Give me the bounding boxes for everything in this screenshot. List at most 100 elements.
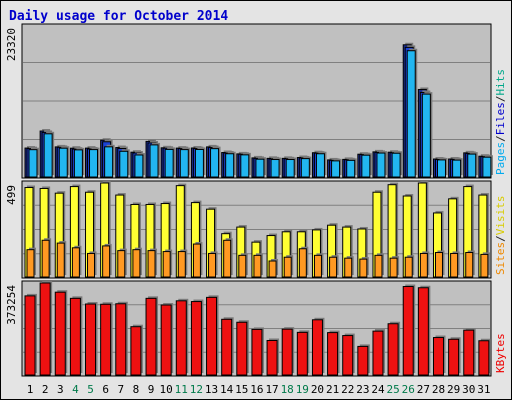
panel-hits-legend-item: Pages [494,142,507,175]
bar-sites-day-27 [419,251,430,278]
panel-kbytes: 373254 KBytes [5,280,507,377]
bar-pages-day-26 [406,48,418,178]
bar-pages-day-5 [89,147,100,178]
bar-pages-day-5-fill [89,149,99,178]
panel-visits: 499 Sites/Visits [5,180,507,279]
panel-visits-legend-item: / [494,235,507,242]
bar-pages-day-3 [58,146,70,178]
bar-kbytes-day-25 [387,321,401,376]
x-tick-label-day-9: 9 [148,383,155,396]
bar-sites-day-20-fill [313,254,322,278]
bar-kbytes-day-11 [175,298,189,376]
bar-pages-day-28 [436,157,448,178]
bar-pages-day-12 [194,147,206,178]
bar-sites-day-25-fill [389,257,398,278]
bar-sites-day-3 [56,241,67,278]
bar-kbytes-day-1 [24,293,37,376]
bar-pages-day-28-fill [436,159,446,178]
bar-kbytes-day-21 [327,330,340,376]
bar-pages-day-25-fill [391,152,401,178]
bar-sites-day-16 [253,253,263,278]
bar-sites-day-31 [480,252,490,278]
x-tick-label-day-5: 5 [87,383,94,396]
x-tick-label-day-4: 4 [72,383,79,396]
bar-pages-day-15-fill [240,154,250,178]
bar-pages-day-19 [300,156,312,178]
bar-pages-day-14-fill [225,153,235,178]
x-tick-label-day-31: 31 [477,383,490,396]
bar-kbytes-day-29-fill [448,338,460,376]
x-tick-label-day-23: 23 [356,383,369,396]
bar-pages-day-31-fill [482,156,492,178]
bar-sites-day-26-fill [404,256,413,278]
bar-pages-day-14 [225,151,236,178]
bar-kbytes-day-12-fill [190,301,202,376]
bar-sites-day-29-fill [450,252,459,278]
bar-sites-day-4 [71,245,82,278]
bar-sites-day-8 [132,247,142,278]
bar-sites-day-22-fill [344,257,353,278]
panel-hits-legend-item: / [494,96,507,103]
bar-sites-day-24 [374,253,384,278]
bar-sites-day-9 [147,248,158,278]
bar-pages-day-9-fill [149,144,159,178]
x-tick-label-day-26: 26 [402,383,415,396]
x-axis-tick-labels: 1 2 3 4 5 6 7 8 9 10 11 12 13 14 15 16 17 18 19 20 21 22 23 24 2… [27,383,491,396]
bar-kbytes-day-22-fill [342,335,354,376]
bar-pages-day-26-fill [406,50,416,178]
bar-sites-day-8-fill [132,249,141,278]
bar-sites-day-24-fill [374,254,383,278]
bar-sites-day-17 [268,258,279,278]
bar-sites-day-9-fill [147,250,156,278]
bar-kbytes-day-7-fill [115,303,127,376]
bar-sites-day-23-fill [359,258,368,278]
bar-kbytes-day-10-fill [160,304,172,376]
bar-sites-day-28-fill [434,252,443,278]
bar-pages-day-24 [376,151,387,178]
bar-pages-day-17 [270,157,282,178]
bar-sites-day-5-fill [87,252,96,278]
bar-pages-day-2-fill [43,133,53,178]
panel-visits-legend: Sites/Visits [494,196,507,276]
series-pages [28,48,493,178]
bar-kbytes-day-20 [311,317,325,376]
bar-kbytes-day-24-fill [372,330,384,376]
x-tick-label-day-24: 24 [371,383,385,396]
bar-pages-day-21-fill [331,160,341,178]
bar-kbytes-day-23 [357,344,370,376]
bar-kbytes-day-15-fill [236,321,248,376]
x-tick-label-day-16: 16 [250,383,263,396]
bar-pages-day-6 [104,144,115,178]
bar-kbytes-day-30-fill [463,329,475,376]
bar-sites-day-30-fill [465,252,474,278]
bar-sites-day-2 [41,238,52,278]
bar-sites-day-30 [465,250,475,278]
bar-sites-day-2-fill [41,239,50,278]
x-tick-label-day-21: 21 [326,383,339,396]
x-tick-label-day-22: 22 [341,383,354,396]
x-tick-label-day-13: 13 [205,383,218,396]
bar-pages-day-24-fill [376,152,386,178]
bar-kbytes-day-6 [100,302,113,376]
bar-kbytes-day-29 [448,337,461,376]
bar-kbytes-day-6-fill [100,303,112,376]
panel-hits-legend-item: / [494,135,507,142]
bar-pages-day-22-fill [346,159,356,178]
bar-pages-day-20 [315,151,327,178]
bar-kbytes-day-3 [54,290,68,376]
panel-visits-legend-item: Sites [494,242,507,275]
panel-visits-max-label: 499 [5,185,18,205]
bar-sites-day-12-fill [192,243,201,278]
bar-kbytes-day-16-fill [251,328,263,376]
bar-pages-day-6-fill [104,146,114,178]
bar-kbytes-day-13 [206,295,219,376]
bar-sites-day-23 [359,257,369,278]
bar-kbytes-day-23-fill [357,345,369,376]
bar-sites-day-21 [329,255,339,278]
bar-sites-day-16-fill [253,254,262,278]
panel-kbytes-max-label: 373254 [5,285,18,325]
bar-pages-day-3-fill [58,147,68,178]
bar-kbytes-day-8 [130,324,143,376]
bar-sites-day-31-fill [480,253,489,278]
